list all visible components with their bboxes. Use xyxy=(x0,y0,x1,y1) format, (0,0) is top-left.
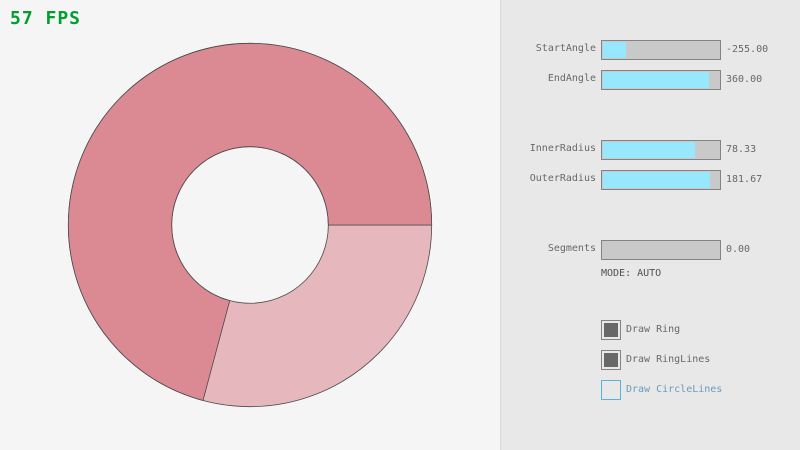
segments-slider[interactable] xyxy=(601,240,721,260)
inner-radius-slider[interactable] xyxy=(601,140,721,160)
end-angle-slider[interactable] xyxy=(601,70,721,90)
outer-radius-slider[interactable] xyxy=(601,170,721,190)
slider-label: OuterRadius xyxy=(529,173,596,184)
checkbox-check xyxy=(604,323,618,337)
slider-value: 181.67 xyxy=(726,174,763,185)
slider-label: StartAngle xyxy=(535,43,596,54)
slider-fill xyxy=(603,72,709,88)
control-panel: StartAngle -255.00 EndAngle 360.00 Inner… xyxy=(500,0,800,450)
slider-fill xyxy=(603,142,695,158)
ring-segment-overlap xyxy=(67,42,433,401)
start-angle-slider[interactable] xyxy=(601,40,721,60)
slider-row-end-angle: EndAngle 360.00 xyxy=(501,70,800,90)
slider-row-outer-radius: OuterRadius 181.67 xyxy=(501,170,800,190)
draw-circlelines-checkbox[interactable] xyxy=(601,380,621,400)
slider-value: 0.00 xyxy=(726,244,751,255)
slider-row-segments: Segments 0.00 xyxy=(501,240,800,260)
slider-label: EndAngle xyxy=(547,73,596,84)
ring-canvas xyxy=(67,42,433,407)
checkbox-check xyxy=(604,353,618,367)
slider-value: 78.33 xyxy=(726,144,757,155)
slider-value: -255.00 xyxy=(726,44,769,55)
slider-label: InnerRadius xyxy=(529,143,596,154)
slider-fill xyxy=(603,172,710,188)
fps-counter: 57 FPS xyxy=(10,8,82,29)
draw-ring-label[interactable]: Draw Ring xyxy=(626,324,681,335)
slider-row-start-angle: StartAngle -255.00 xyxy=(501,40,800,60)
mode-label: MODE: AUTO xyxy=(601,268,662,279)
slider-fill xyxy=(603,42,627,58)
draw-ring-checkbox[interactable] xyxy=(601,320,621,340)
slider-row-inner-radius: InnerRadius 78.33 xyxy=(501,140,800,160)
draw-ringlines-checkbox[interactable] xyxy=(601,350,621,370)
draw-circlelines-label[interactable]: Draw CircleLines xyxy=(626,384,723,395)
draw-ringlines-label[interactable]: Draw RingLines xyxy=(626,354,711,365)
slider-label: Segments xyxy=(547,243,596,254)
slider-value: 360.00 xyxy=(726,74,763,85)
